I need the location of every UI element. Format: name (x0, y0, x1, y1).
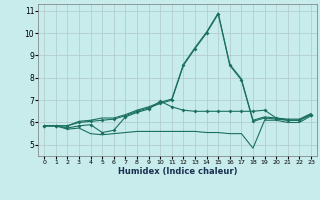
X-axis label: Humidex (Indice chaleur): Humidex (Indice chaleur) (118, 167, 237, 176)
